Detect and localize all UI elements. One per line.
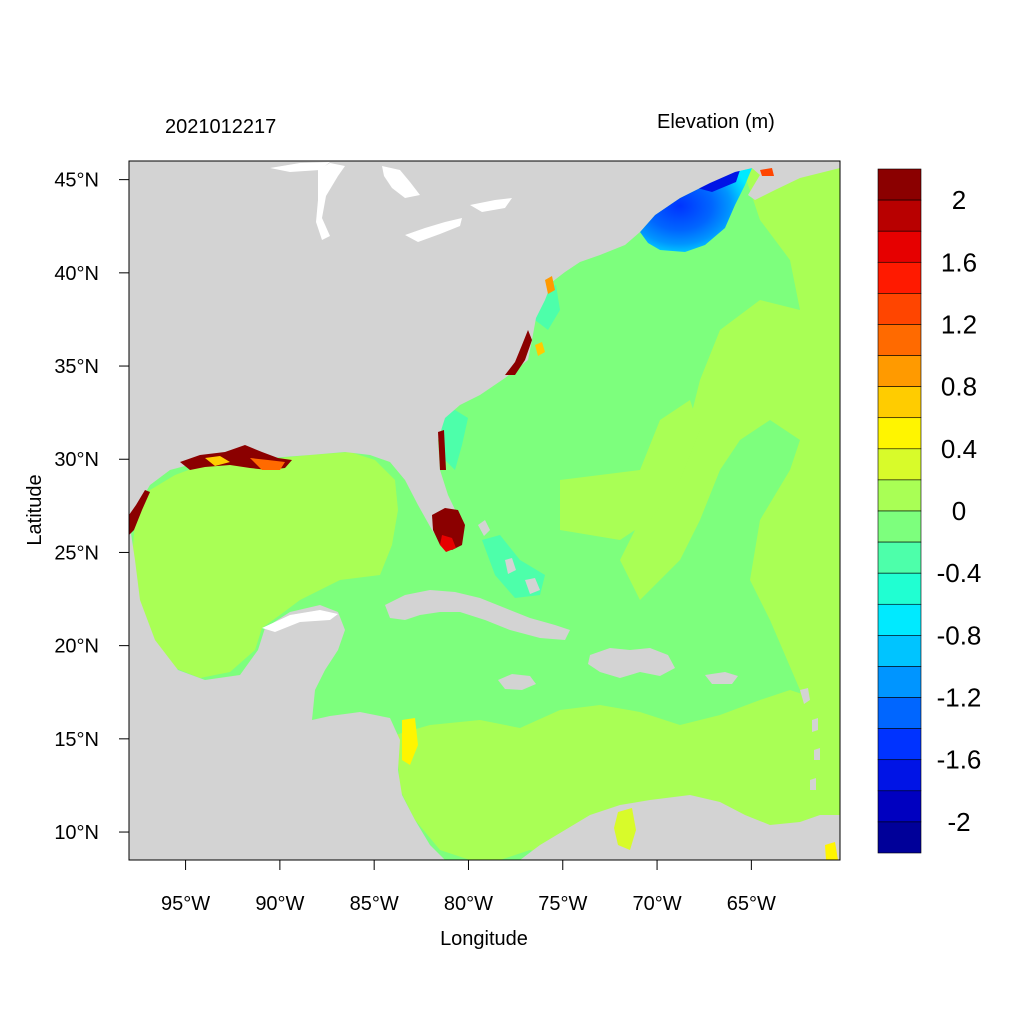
southeast-shelf-anomaly [440,410,468,470]
gulf-of-maine-anomaly [640,168,752,252]
x-tick-label: 65°W [727,893,776,915]
colorbar-swatch [877,635,922,667]
y-tick-label: 30°N [54,449,99,471]
colorbar-label: 0.4 [941,434,977,464]
puerto-rico [705,672,738,684]
y-tick-label: 25°N [54,542,99,564]
date-label: 2021012217 [165,116,276,138]
lake-michigan [316,163,345,240]
florida-east-surge [438,430,446,470]
gulf-of-mexico [132,452,398,678]
x-tick-label: 80°W [444,893,493,915]
colorbar-label: 0 [952,496,966,526]
y-axis: 45°N 40°N 35°N 30°N 25°N 20°N 15°N 10°N [54,170,129,844]
cuba [385,590,570,640]
colorbar-swatch [877,666,922,698]
colorbar-swatch [877,293,922,325]
colorbar-swatch [877,603,922,636]
colorbar-label: 1.6 [941,247,977,277]
south-florida-surge [432,508,465,550]
colorbar-swatch [877,448,922,481]
x-axis-title: Longitude [440,928,528,950]
colorbar-swatch [877,417,922,450]
colorbar-swatch [877,479,922,512]
y-tick-label: 20°N [54,636,99,658]
colorbar-swatch [877,541,922,574]
colorbar-label: -2 [947,807,970,837]
colorbar-swatch [877,261,922,294]
central-america-land [129,520,445,860]
y-tick-label: 35°N [54,356,99,378]
y-tick-label: 10°N [54,822,99,844]
x-tick-label: 90°W [255,893,304,915]
pamlico-sound-surge [535,342,545,356]
field-label: Elevation (m) [657,111,775,133]
yucatan-shelf [262,610,338,632]
chesapeake-surge [545,276,555,294]
jamaica [498,674,536,690]
colorbar-label: -0.8 [937,620,982,650]
atlantic-positive-zone [620,161,840,860]
colorbar-swatch [877,790,922,823]
colorbar-swatch [877,759,922,792]
colorbar-swatch [877,510,922,543]
colorbar-swatch [877,728,922,761]
map-panel [129,161,840,860]
colorbar-swatch [877,355,922,387]
x-tick-label: 95°W [161,893,210,915]
lake-ontario [470,198,512,212]
x-tick-label: 85°W [350,893,399,915]
carolina-coast-surge [505,330,532,375]
x-axis: 95°W 90°W 85°W 80°W 75°W 70°W 65°W [161,860,776,915]
lake-huron [382,166,420,198]
nova-scotia-surge [760,168,774,176]
colorbar-label: -0.4 [937,558,982,588]
colorbar-label: -1.2 [937,683,982,713]
bahamas [478,520,540,594]
colorbar-labels: 2 1.6 1.2 0.8 0.4 0 -0.4 -0.8 -1.2 -1.6 -2 [937,185,982,837]
texas-coast-surge [129,490,150,535]
lake-erie [405,218,462,242]
louisiana-inner-surge [250,458,285,470]
x-tick-label: 75°W [538,893,587,915]
honduras-coast-surge [402,718,418,765]
y-tick-label: 40°N [54,263,99,285]
nova-scotia [748,161,840,200]
colorbar-swatch [877,168,922,201]
x-tick-label: 70°W [633,893,682,915]
colorbar [877,168,922,854]
atlantic-positive-patch [560,400,700,540]
colorbar-label: -1.6 [937,745,982,775]
trinidad-surge [825,842,838,860]
y-tick-label: 15°N [54,729,99,751]
y-tick-label: 45°N [54,170,99,192]
lake-superior [270,162,330,172]
louisiana-bay-surge [205,456,230,466]
colorbar-swatch [877,697,922,729]
plot-frame [128,160,841,861]
colorbar-swatch [877,199,922,232]
colorbar-label: 2 [952,185,966,215]
colorbar-swatch [877,821,922,854]
florida-keys-surge [440,535,456,552]
colorbar-swatch [877,324,922,356]
colorbar-swatch [877,386,922,419]
colorbar-label: 0.8 [941,372,977,402]
colorbar-swatch [877,572,922,605]
y-axis-title: Latitude [24,474,46,545]
colorbar-label: 1.2 [941,309,977,339]
south-america-land [520,795,840,860]
colorbar-swatch [877,230,922,263]
lake-maracaibo [614,808,636,850]
north-america-land [129,161,840,548]
hispaniola [588,648,675,678]
